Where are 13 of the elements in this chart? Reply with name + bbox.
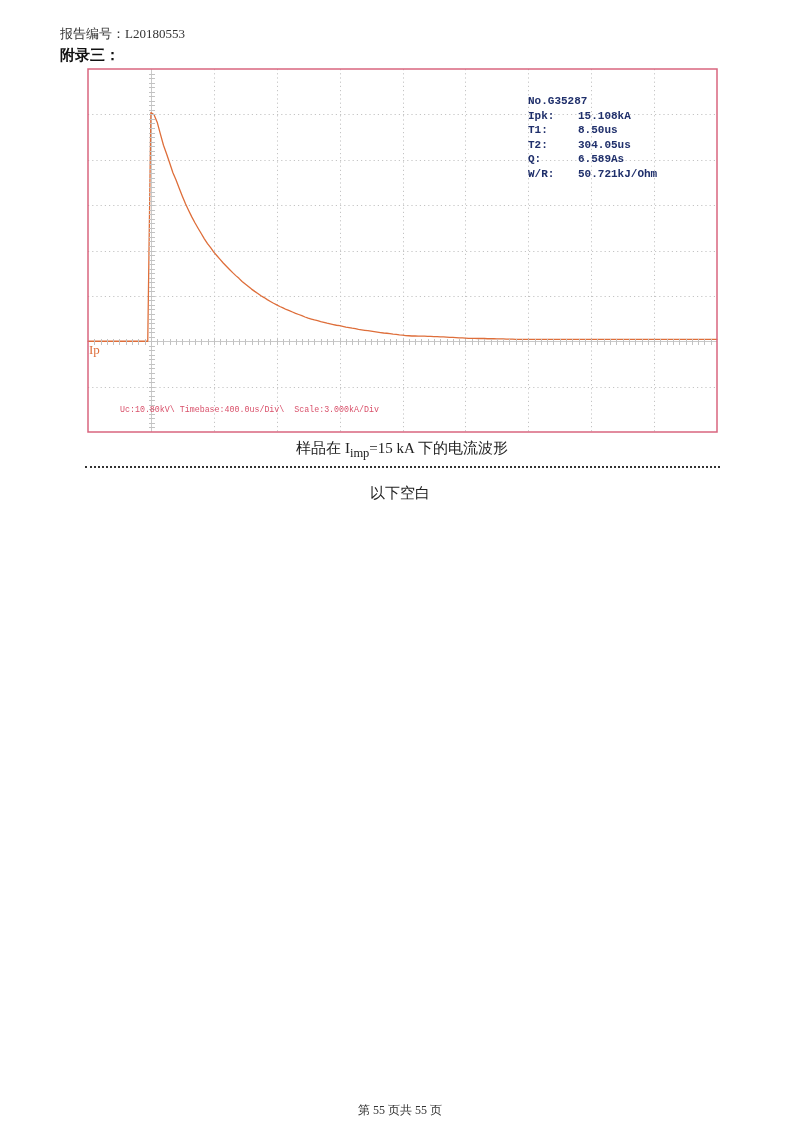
text: 附录三： <box>60 46 120 65</box>
text: T2: 304.05us <box>528 138 631 151</box>
text: 以下空白 <box>370 484 430 503</box>
series-label: Ip <box>89 342 100 359</box>
text: Ipk: 15.108kA <box>528 109 631 122</box>
text: No.G35287 <box>528 95 588 107</box>
text: 样品在 I$_{imp}$=15 kA 下的电流波形 <box>296 439 508 461</box>
text: T1: 8.50us <box>528 124 618 137</box>
text: W/R: 50.721kJ/Ohm <box>528 168 658 180</box>
text: Uc:10.80kV\ Timebase:400.0us/Div\ Scale:3.000kA/Div <box>120 405 379 414</box>
text: 报告编号：L20180553 <box>60 25 185 43</box>
text: Q: 6.589As <box>528 153 625 166</box>
text: 第 55 页共 55 页 <box>358 1102 442 1119</box>
